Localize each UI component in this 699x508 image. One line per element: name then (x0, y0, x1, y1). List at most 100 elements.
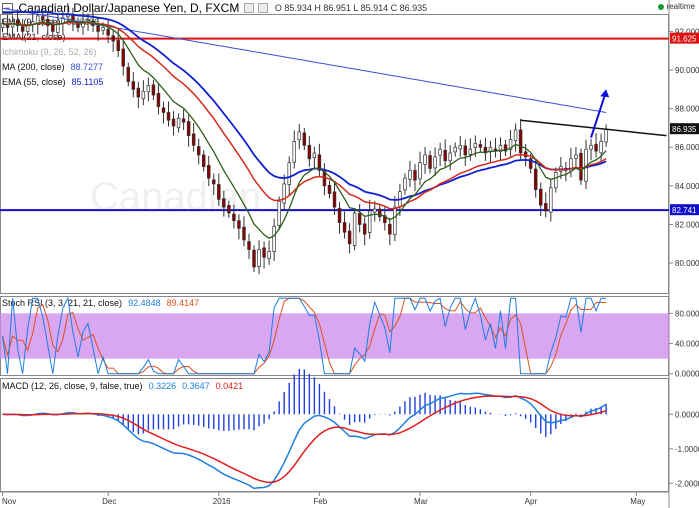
stoch-d-line (2, 297, 607, 375)
candle-body (413, 170, 417, 181)
candle-body (498, 144, 503, 153)
realtime-status: realtime (657, 2, 695, 11)
stoch-rsi-label[interactable]: Stoch RSI (3, 3, 21, 21, close) 92.4848 89… (2, 298, 199, 308)
candle-body (337, 207, 342, 223)
stoch-band (0, 313, 669, 359)
stoch-rsi-title: Stoch RSI (3, 3, 21, 21, close) (2, 298, 123, 308)
candle-body (181, 118, 186, 123)
candle-body (604, 128, 608, 143)
ind-ichimoku[interactable]: Ichimoku (9, 26, 52, 26) (2, 47, 97, 57)
price-marker-label: 82.741 (672, 206, 697, 215)
time-tick-label: Dec (102, 497, 116, 506)
macd-tick-label: 0.0000 (675, 410, 699, 419)
candle-body (146, 85, 151, 93)
candle-body (126, 66, 131, 82)
settings-icon[interactable] (243, 3, 254, 13)
candle-body (222, 198, 226, 208)
candle-body (362, 223, 367, 235)
candle-body (448, 152, 452, 162)
stoch-d-value: 89.4147 (166, 298, 200, 308)
realtime-dot-icon (657, 3, 664, 10)
candle-body (418, 162, 422, 180)
macd-line (2, 392, 607, 490)
candle-body (171, 118, 176, 127)
ema9-line (2, 20, 607, 239)
macd-title: MACD (12, 26, close, 9, false, true) (2, 381, 143, 391)
candle-body (533, 168, 538, 191)
candle-body (25, 25, 30, 32)
ind-ma200-value: 88.7277 (70, 62, 104, 72)
candle-body (237, 220, 241, 229)
candle-body (176, 117, 181, 129)
candle-body (96, 25, 100, 32)
candle-body (207, 165, 211, 179)
candle-body (478, 144, 483, 148)
candle-body (227, 205, 231, 214)
candle-body (191, 133, 196, 146)
price-pane-frame (0, 14, 669, 294)
macd-signal-line (2, 395, 607, 484)
ind-ma200[interactable]: MA (200, close) 88.7277 (2, 62, 103, 72)
candle-body (196, 146, 201, 156)
candle-body (544, 203, 548, 212)
candle-body (247, 241, 251, 250)
candle-body (106, 28, 110, 36)
macd-pane-frame (0, 378, 669, 492)
candle-body (131, 81, 136, 90)
candle-body (242, 226, 246, 241)
candle-body (272, 226, 276, 252)
macd-label[interactable]: MACD (12, 26, close, 9, false, true) 0.32… (2, 381, 243, 391)
candle-body (282, 183, 286, 204)
ind-ema55-label: EMA (55, close) (2, 77, 66, 87)
time-tick-label: Mar (414, 497, 428, 506)
candle-body (403, 177, 407, 191)
candle-body (252, 249, 256, 268)
candle-body (15, 19, 20, 26)
stoch-tick-label: 80.000 (675, 309, 699, 318)
candle-body (579, 152, 583, 181)
time-tick-label: 2016 (213, 497, 231, 506)
candle-body (41, 16, 45, 21)
visibility-icon[interactable] (258, 3, 269, 13)
candle-body (503, 144, 508, 152)
candle-body (151, 84, 156, 96)
candle-body (86, 19, 90, 22)
candle-body (408, 170, 412, 180)
macd-value-2: 0.3647 (182, 381, 210, 391)
candle-body (232, 213, 236, 221)
price-tick-label: 86.000 (675, 143, 699, 152)
candle-body (342, 222, 347, 233)
candle-body (161, 107, 166, 113)
price-marker-box (670, 32, 699, 44)
candle-body (538, 188, 543, 206)
candles-group (0, 2, 608, 275)
macd-value-3: 0.0421 (215, 381, 244, 391)
chart-title: Canadian Dollar/Japanese Yen, D, FXCM (18, 1, 240, 15)
candle-body (116, 40, 120, 52)
ind-ema21[interactable]: EMA (21, close) (2, 32, 66, 42)
ohlc-readout: O 85.934 H 86.951 L 85.914 C 86.935 (274, 3, 428, 13)
candle-body (373, 208, 377, 213)
candle-body (388, 223, 392, 235)
stoch-tick-label: 40.000 (675, 340, 699, 349)
candle-body (257, 249, 261, 267)
price-marker-box (670, 204, 699, 216)
ind-ma200-label: MA (200, close) (2, 62, 65, 72)
stoch-k-value: 92.4848 (128, 298, 161, 308)
candle-body (357, 213, 362, 225)
ind-ema55[interactable]: EMA (55, close) 85.1105 (2, 77, 103, 87)
candle-body (212, 179, 216, 185)
candle-body (367, 210, 372, 233)
macd-tick-label: -2.0000 (675, 479, 699, 488)
candle-body (473, 143, 478, 148)
price-tick-label: 90.000 (675, 66, 699, 75)
macd-tick-label: -1.0000 (675, 445, 699, 454)
candle-body (433, 156, 437, 169)
price-tick-label: 84.000 (675, 182, 699, 191)
candle-body (599, 141, 603, 154)
candle-body (443, 149, 447, 162)
candle-body (111, 35, 115, 42)
candle-body (201, 154, 206, 167)
candle-body (594, 143, 598, 152)
